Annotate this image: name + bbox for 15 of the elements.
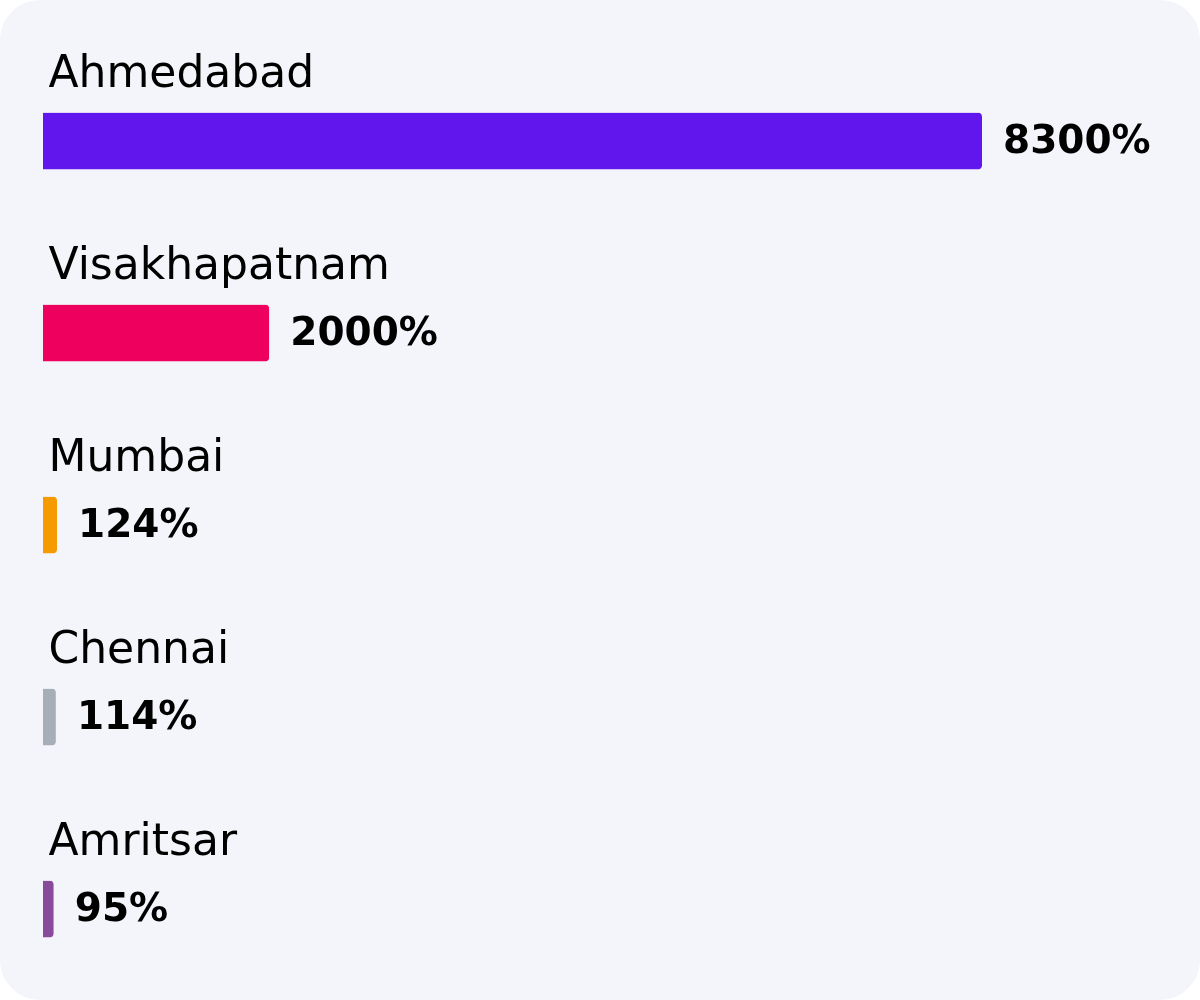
bar (43, 496, 58, 554)
data-label: 2000% (290, 308, 438, 354)
y-tick-label: Chennai (48, 622, 230, 674)
y-tick-label: Visakhapatnam (48, 237, 390, 289)
data-label: 95% (74, 885, 169, 931)
y-tick-label: Ahmedabad (48, 45, 315, 97)
bar (43, 880, 54, 938)
y-tick-label: Amritsar (48, 814, 238, 866)
bar (43, 304, 270, 362)
bar (43, 112, 982, 170)
bar (43, 688, 56, 746)
data-label: 114% (76, 693, 198, 739)
data-label: 124% (78, 501, 199, 546)
y-tick-label: Mumbai (48, 430, 225, 481)
data-label: 8300% (1003, 116, 1151, 162)
